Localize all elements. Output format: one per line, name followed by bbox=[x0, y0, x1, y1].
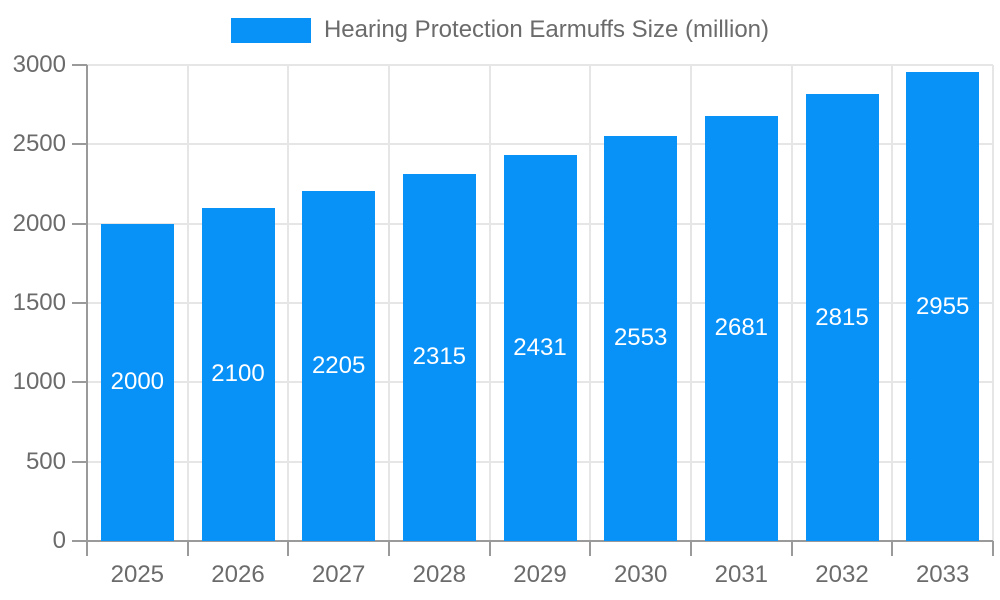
y-tick-label: 0 bbox=[52, 527, 66, 554]
bar-value-label: 2681 bbox=[714, 314, 769, 342]
y-tick-label: 500 bbox=[25, 447, 66, 475]
y-gridline bbox=[87, 143, 993, 146]
x-gridline bbox=[287, 65, 290, 541]
x-tick-label: 2031 bbox=[714, 561, 769, 588]
bar[interactable] bbox=[704, 115, 778, 541]
x-axis-line bbox=[72, 540, 993, 542]
bar[interactable] bbox=[402, 173, 476, 541]
x-gridline bbox=[388, 65, 390, 541]
x-gridline bbox=[790, 65, 793, 541]
y-tick bbox=[72, 143, 87, 146]
x-gridline bbox=[488, 65, 491, 541]
x-tick-label: 2033 bbox=[915, 561, 970, 588]
bar[interactable] bbox=[503, 155, 577, 541]
bar-value-label: 2205 bbox=[311, 352, 366, 380]
x-tick bbox=[287, 541, 290, 556]
bar-value-label: 2553 bbox=[613, 324, 668, 352]
y-tick-label: 1000 bbox=[12, 368, 66, 396]
x-gridline bbox=[891, 65, 894, 541]
x-tick bbox=[891, 541, 894, 556]
y-tick bbox=[72, 302, 87, 304]
x-gridline bbox=[992, 65, 994, 541]
x-tick bbox=[690, 541, 692, 556]
x-tick-label: 2026 bbox=[211, 561, 265, 588]
y-tick bbox=[72, 460, 87, 463]
bar-value-label: 2315 bbox=[412, 343, 467, 371]
legend-swatch bbox=[230, 17, 311, 43]
bar-value-label: 2100 bbox=[211, 360, 265, 388]
x-tick bbox=[589, 541, 592, 556]
bar[interactable] bbox=[604, 135, 678, 541]
x-tick-label: 2028 bbox=[412, 561, 467, 588]
y-tick-label: 3000 bbox=[12, 51, 66, 78]
x-tick bbox=[186, 541, 189, 556]
y-tick-label: 2000 bbox=[12, 209, 66, 237]
legend-item[interactable]: Hearing Protection Earmuffs Size (millio… bbox=[0, 14, 1000, 46]
bar[interactable] bbox=[302, 191, 376, 541]
bar-value-label: 2431 bbox=[513, 334, 567, 362]
bar-value-label: 2955 bbox=[915, 292, 970, 320]
bar[interactable] bbox=[201, 207, 275, 541]
y-gridline bbox=[87, 64, 993, 66]
x-tick-label: 2025 bbox=[110, 561, 165, 588]
y-tick-label: 2500 bbox=[12, 130, 66, 158]
y-tick-label: 1500 bbox=[12, 289, 66, 316]
bar-value-label: 2815 bbox=[815, 303, 869, 331]
x-tick bbox=[488, 541, 491, 556]
y-axis-line bbox=[86, 65, 88, 556]
x-tick-label: 2029 bbox=[513, 561, 567, 588]
x-tick bbox=[790, 541, 793, 556]
x-tick-label: 2030 bbox=[613, 561, 668, 588]
bar-value-label: 2000 bbox=[110, 368, 165, 396]
x-tick bbox=[388, 541, 390, 556]
bar[interactable] bbox=[805, 94, 879, 541]
y-tick bbox=[72, 64, 87, 66]
x-tick-label: 2027 bbox=[311, 561, 366, 588]
x-gridline bbox=[589, 65, 592, 541]
x-gridline bbox=[186, 65, 189, 541]
legend-label: Hearing Protection Earmuffs Size (millio… bbox=[323, 16, 770, 43]
x-tick bbox=[992, 541, 994, 556]
bar[interactable] bbox=[906, 72, 980, 541]
y-tick bbox=[72, 222, 87, 225]
x-gridline bbox=[690, 65, 692, 541]
x-tick-label: 2032 bbox=[815, 561, 869, 588]
y-tick bbox=[72, 381, 87, 384]
bar[interactable] bbox=[100, 223, 174, 541]
